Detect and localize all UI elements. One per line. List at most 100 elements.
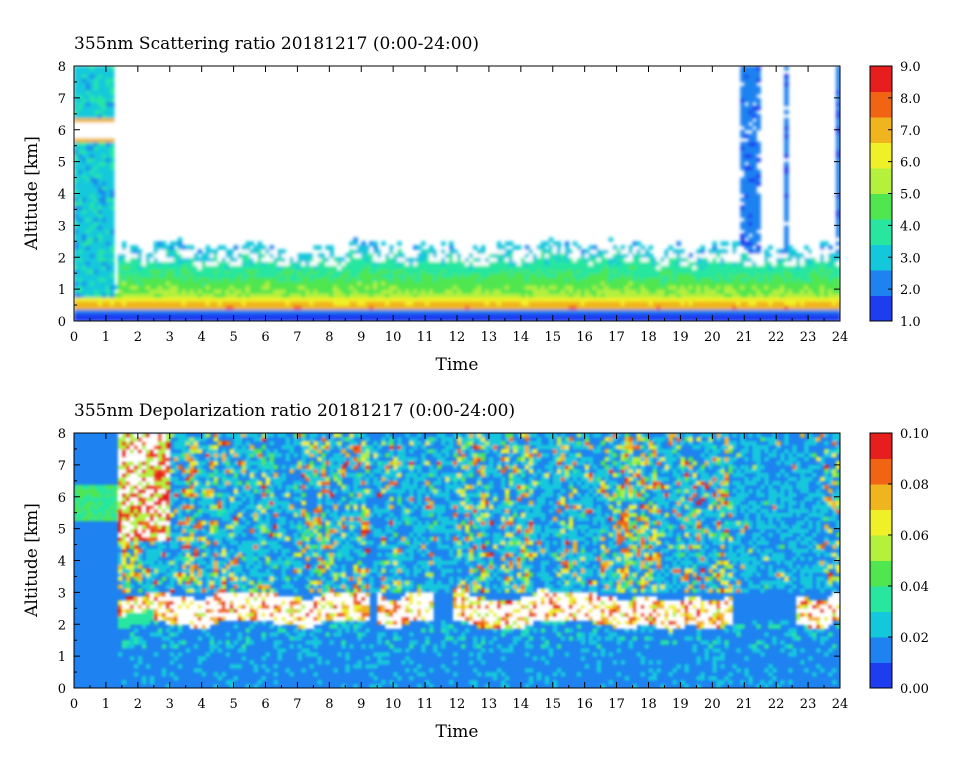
heatmap-cell (672, 281, 677, 286)
heatmap-cell (178, 301, 183, 306)
heatmap-cell (138, 273, 143, 278)
heatmap-cell (537, 269, 542, 274)
heatmap-cell (102, 162, 107, 167)
heatmap-cell (756, 66, 761, 71)
heatmap-cell (756, 257, 761, 262)
heatmap-cell (581, 273, 586, 278)
heatmap-cell (441, 289, 446, 294)
heatmap-cell (712, 301, 717, 306)
heatmap-cell (110, 78, 115, 83)
heatmap-cell (732, 309, 737, 314)
heatmap-cell (521, 257, 526, 262)
heatmap-cell (110, 190, 115, 195)
heatmap-cell (94, 126, 99, 131)
heatmap-cell (198, 273, 203, 278)
heatmap-cell (238, 297, 243, 302)
heatmap-cell (521, 285, 526, 290)
heatmap-cell (86, 197, 91, 202)
heatmap-cell (409, 305, 414, 310)
heatmap-cell (285, 257, 290, 262)
heatmap-cell (134, 664, 139, 669)
heatmap-cell (305, 289, 310, 294)
heatmap-cell (752, 170, 757, 175)
heatmap-cell (102, 237, 107, 242)
heatmap-cell (345, 285, 350, 290)
heatmap-cell (684, 257, 689, 262)
heatmap-cell (222, 313, 227, 318)
heatmap-cell (90, 281, 95, 286)
heatmap-cell (656, 297, 661, 302)
heatmap-cell (86, 281, 91, 286)
heatmap-cell (309, 277, 314, 282)
heatmap-cell (246, 293, 251, 298)
heatmap-cell (573, 297, 578, 302)
heatmap-cell (796, 309, 801, 314)
heatmap-cell (102, 118, 107, 123)
heatmap-cell (86, 245, 91, 250)
heatmap-cell (142, 449, 147, 454)
heatmap-cell (90, 253, 95, 258)
heatmap-cell (162, 313, 167, 318)
heatmap-cell (134, 557, 139, 562)
heatmap-cell (266, 277, 271, 282)
heatmap-cell (752, 285, 757, 290)
heatmap-cell (780, 261, 785, 266)
heatmap-cell (78, 90, 83, 95)
heatmap-cell (90, 249, 95, 254)
heatmap-cell (126, 437, 131, 442)
heatmap-cell (748, 78, 753, 83)
heatmap-cell (585, 313, 590, 318)
heatmap-cell (297, 313, 302, 318)
heatmap-cell (78, 297, 83, 302)
heatmap-cell (708, 277, 713, 282)
heatmap-cell (525, 261, 530, 266)
heatmap-cell (561, 309, 566, 314)
heatmap-cell (437, 273, 442, 278)
heatmap-cell (377, 273, 382, 278)
heatmap-cell (150, 588, 155, 593)
heatmap-cell (493, 257, 498, 262)
heatmap-cell (597, 313, 602, 318)
heatmap-cell (501, 245, 506, 250)
heatmap-cell (756, 158, 761, 163)
heatmap-cell (776, 309, 781, 314)
heatmap-cell (94, 158, 99, 163)
heatmap-cell (633, 297, 638, 302)
heatmap-cell (601, 285, 606, 290)
heatmap-cell (609, 301, 614, 306)
heatmap-cell (437, 301, 442, 306)
heatmap-cell (509, 261, 514, 266)
heatmap-cell (401, 293, 406, 298)
heatmap-cell (708, 305, 713, 310)
heatmap-cell (561, 269, 566, 274)
heatmap-cell (593, 269, 598, 274)
heatmap-cell (577, 249, 582, 254)
heatmap-cell (593, 245, 598, 250)
heatmap-cell (146, 281, 151, 286)
heatmap-cell (692, 257, 697, 262)
x-tick-label: 7 (293, 330, 301, 345)
heatmap-cell (664, 273, 669, 278)
heatmap-cell (353, 289, 358, 294)
heatmap-cell (565, 265, 570, 270)
heatmap-cell (106, 162, 111, 167)
heatmap-cell (102, 174, 107, 179)
heatmap-cell (138, 445, 143, 450)
heatmap-cell (337, 277, 342, 282)
heatmap-cell (82, 150, 87, 155)
heatmap-cell (641, 265, 646, 270)
heatmap-cell (748, 221, 753, 226)
heatmap-cell (784, 209, 789, 214)
heatmap-cell (625, 253, 630, 258)
heatmap-cell (254, 301, 259, 306)
heatmap-cell (784, 134, 789, 139)
heatmap-cell (126, 493, 131, 498)
heatmap-cell (752, 265, 757, 270)
heatmap-cell (74, 182, 79, 187)
heatmap-cell (469, 261, 474, 266)
heatmap-cell (441, 273, 446, 278)
heatmap-cell (333, 309, 338, 314)
heatmap-cell (517, 245, 522, 250)
heatmap-cell (764, 253, 769, 258)
